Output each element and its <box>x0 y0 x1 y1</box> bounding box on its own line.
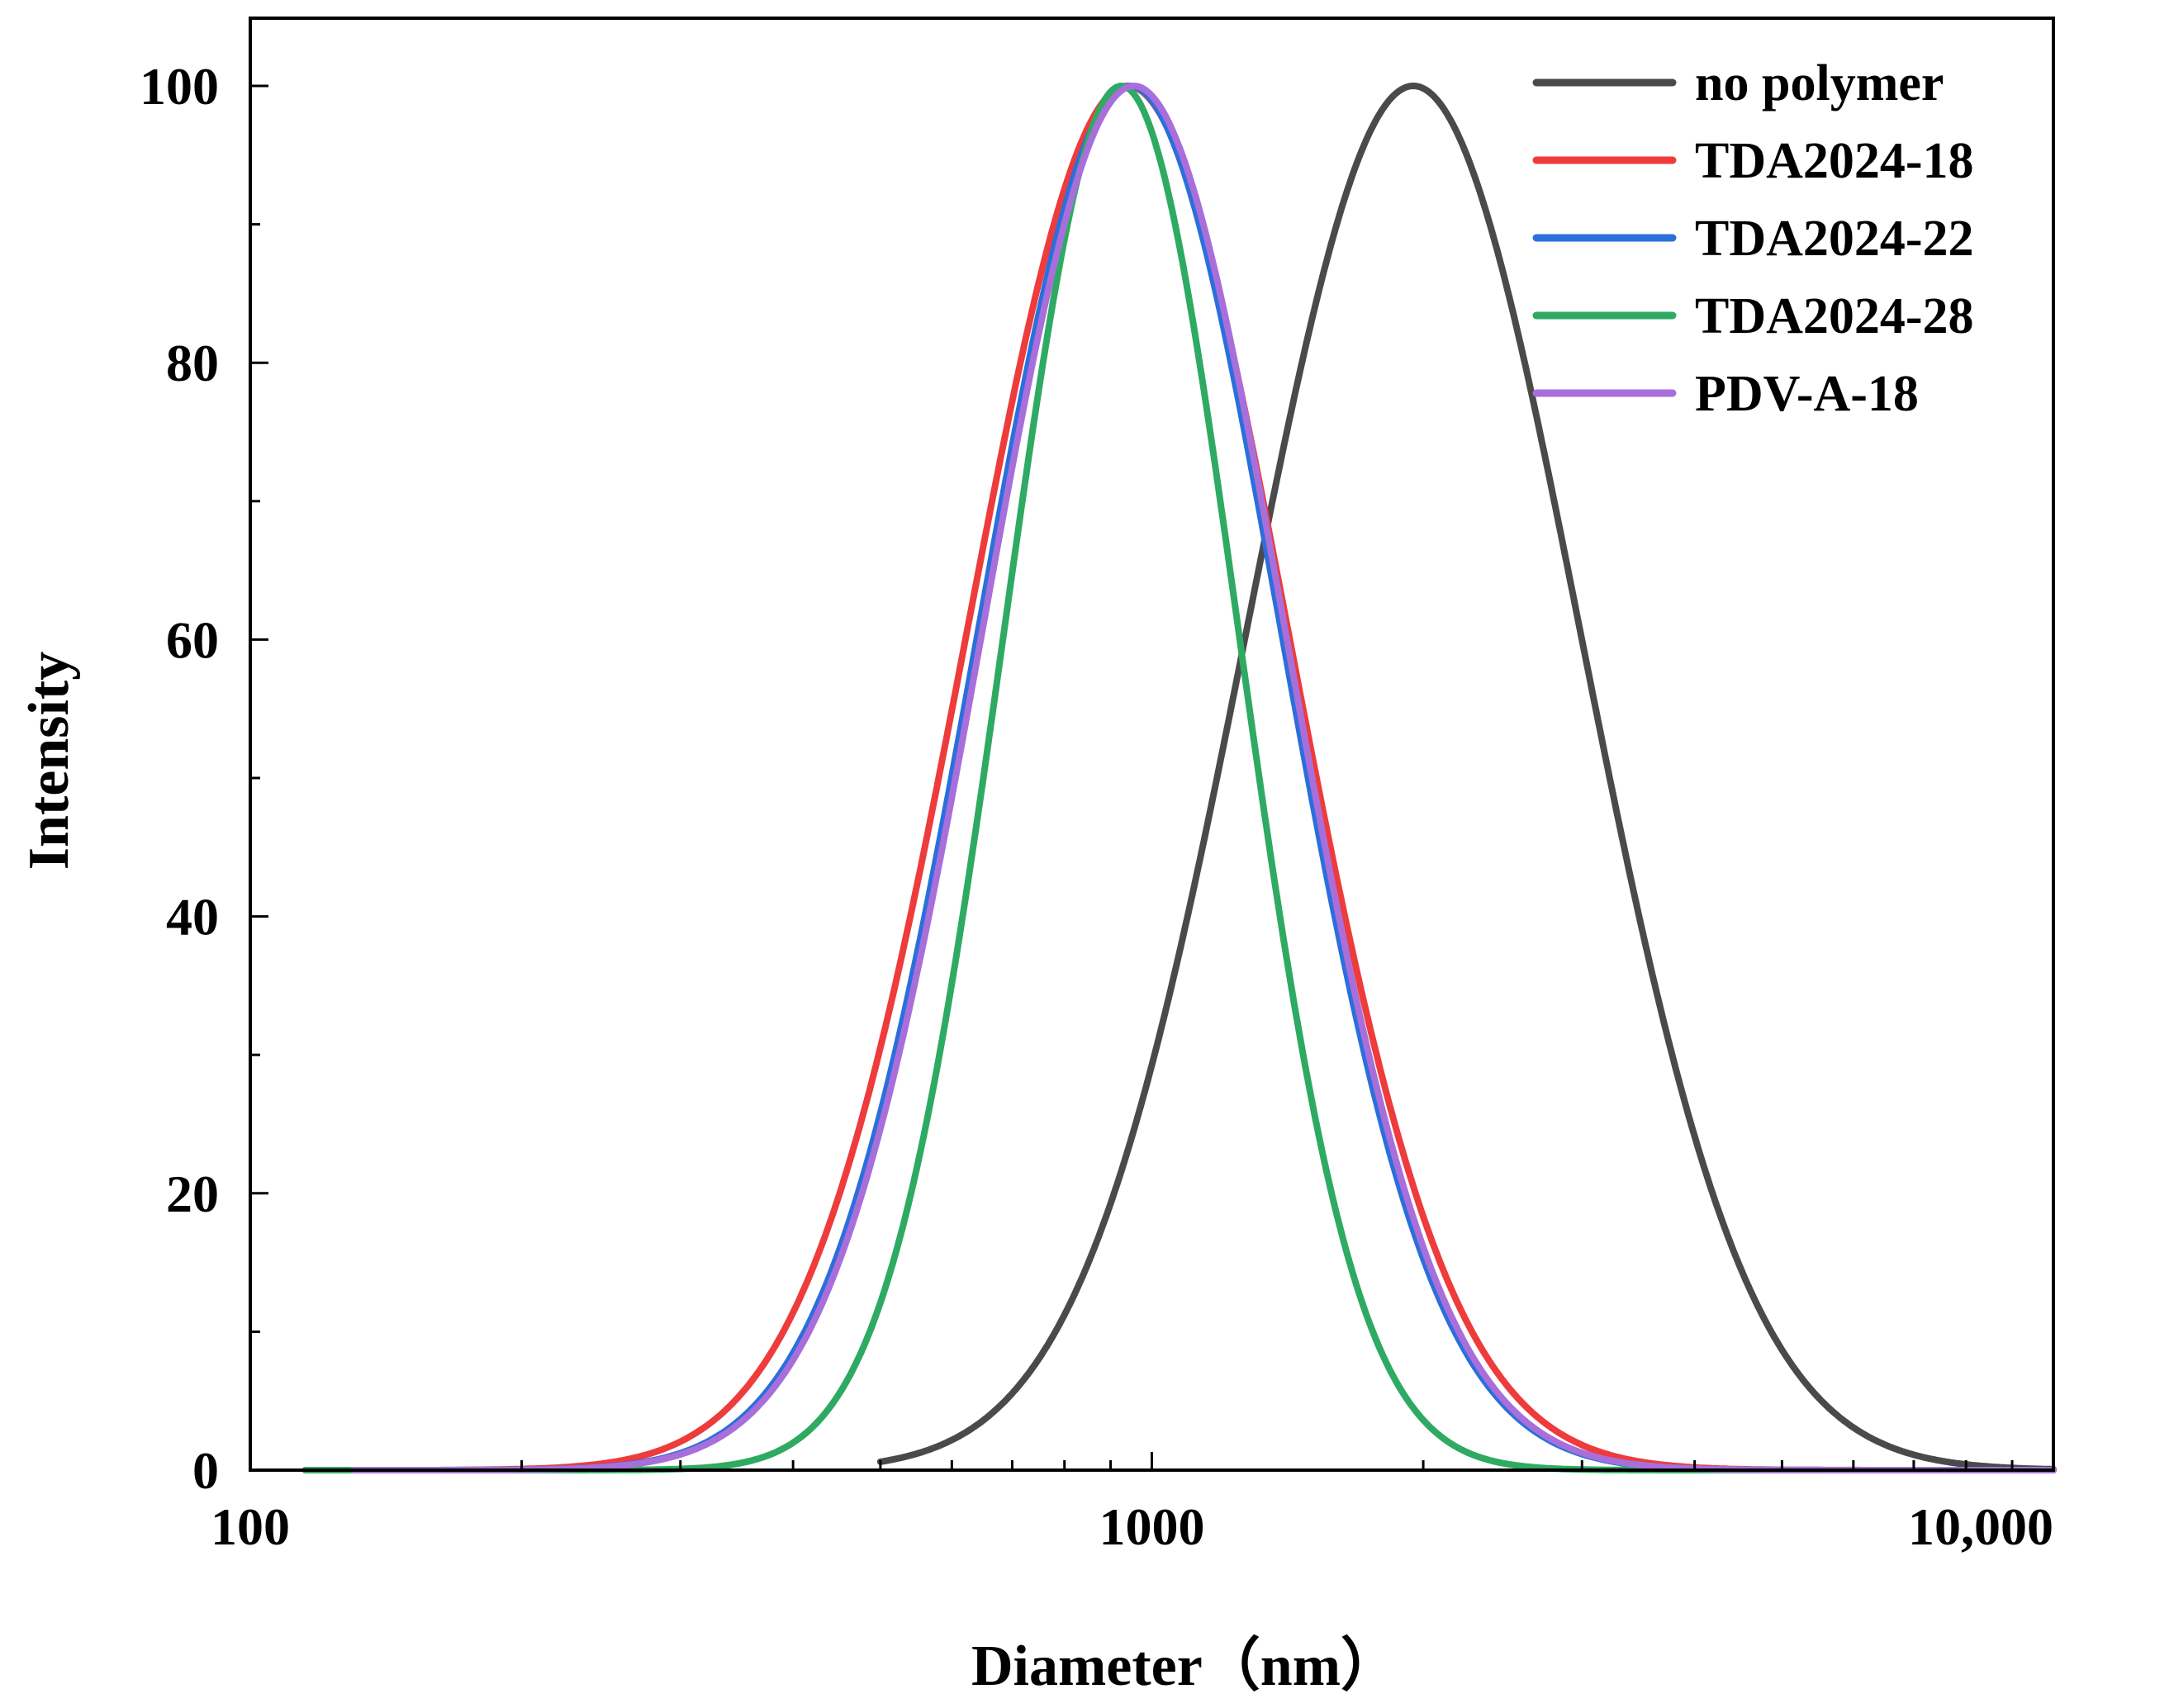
legend-label: no polymer <box>1695 55 1944 111</box>
x-axis-title: Diameter（nm） <box>971 1634 1398 1698</box>
y-tick-label: 60 <box>166 610 219 669</box>
x-tick-label: 1000 <box>1099 1497 1205 1556</box>
y-tick-label: 80 <box>166 334 219 392</box>
x-tick-label: 10,000 <box>1908 1497 2053 1556</box>
x-tick-labels: 100 1000 10,000 <box>211 1497 2053 1556</box>
legend: no polymer TDA2024-18 TDA2024-22 TDA2024-28… <box>1532 55 1974 422</box>
y-tick-label: 20 <box>166 1165 219 1223</box>
legend-label: TDA2024-18 <box>1695 133 1974 189</box>
legend-label: TDA2024-28 <box>1695 288 1974 344</box>
y-tick-label: 40 <box>166 888 219 947</box>
legend-label: PDV-A-18 <box>1695 366 1919 422</box>
x-tick-label: 100 <box>211 1497 290 1556</box>
y-axis-title: Intensity <box>17 652 81 870</box>
y-tick-labels: 0 20 40 60 80 100 <box>140 57 219 1500</box>
series-line-no-polymer <box>876 83 2057 1473</box>
y-tick-label: 0 <box>192 1441 219 1500</box>
y-tick-label: 100 <box>140 57 219 116</box>
axis-ticks <box>249 84 2055 1472</box>
legend-label: TDA2024-22 <box>1695 211 1974 267</box>
